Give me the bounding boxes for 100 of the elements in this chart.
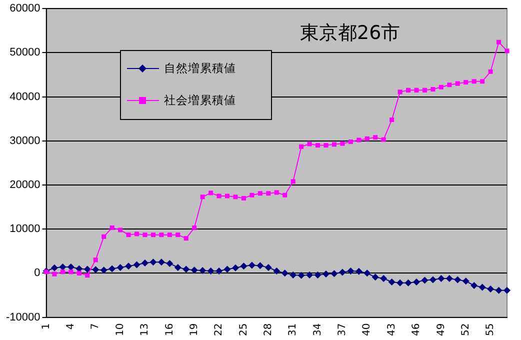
x-tick-label: 55: [485, 323, 496, 336]
point: [174, 264, 182, 271]
point: [421, 276, 428, 284]
point: [256, 262, 264, 270]
point: [488, 69, 493, 74]
x-tick-label: 43: [386, 323, 398, 336]
point: [159, 232, 164, 238]
point: [93, 258, 98, 262]
point: [224, 194, 230, 198]
point: [446, 274, 453, 282]
point: [330, 270, 338, 278]
point: [240, 262, 248, 270]
point: [504, 48, 510, 54]
point: [454, 276, 462, 284]
point: [314, 271, 322, 278]
point: [380, 274, 388, 282]
point: [150, 232, 156, 238]
point: [199, 267, 206, 274]
y-tick-label: 30000: [10, 134, 40, 147]
point: [390, 117, 394, 122]
x-tick-label: 19: [188, 323, 200, 336]
legend-label: 社会増累積値: [164, 93, 236, 108]
point: [50, 264, 58, 272]
x-tick-label: 52: [460, 323, 472, 336]
x-tick-label: 49: [436, 323, 447, 336]
point: [282, 192, 288, 198]
y-tick-label: 50000: [10, 46, 40, 59]
y-tick-label: 10000: [10, 223, 40, 236]
point: [404, 279, 412, 286]
point: [133, 261, 140, 268]
x-tick-label: 22: [214, 323, 225, 336]
y-tick-label: 40000: [10, 90, 40, 103]
point: [190, 266, 198, 274]
point: [184, 236, 188, 241]
point: [470, 282, 478, 290]
point: [233, 194, 238, 200]
point: [166, 260, 174, 267]
point: [356, 138, 362, 142]
point: [472, 79, 476, 84]
y-tick-label: 60000: [10, 2, 40, 15]
point: [92, 266, 100, 274]
point: [60, 270, 65, 274]
point: [207, 267, 214, 274]
x-tick-label: 10: [114, 323, 126, 336]
point: [290, 271, 297, 278]
point: [241, 196, 246, 200]
point: [258, 191, 262, 196]
point: [364, 136, 370, 141]
point: [200, 194, 205, 200]
point: [338, 268, 346, 276]
point: [102, 234, 106, 239]
point: [364, 270, 371, 277]
point: [306, 271, 314, 278]
point: [462, 278, 470, 285]
y-tick-label: -10000: [6, 311, 40, 324]
point: [52, 272, 57, 276]
point: [504, 286, 510, 294]
point: [208, 190, 214, 196]
x-tick-label: 1: [40, 323, 52, 330]
point: [224, 266, 231, 273]
x-tick-label: 34: [312, 323, 324, 336]
point: [110, 225, 114, 230]
point: [487, 286, 494, 293]
point: [167, 232, 172, 238]
point: [273, 267, 280, 274]
point: [406, 88, 411, 92]
point: [478, 284, 486, 291]
point: [150, 258, 157, 266]
point: [84, 266, 91, 273]
point: [274, 190, 279, 195]
point: [347, 267, 354, 274]
point: [355, 268, 362, 275]
y-tick-label: 20000: [10, 179, 40, 192]
point: [298, 272, 305, 279]
x-tick-label: 40: [362, 323, 373, 336]
point: [495, 286, 502, 294]
point: [412, 278, 420, 286]
point: [447, 82, 452, 88]
point: [116, 264, 124, 271]
point: [232, 264, 239, 272]
point: [281, 270, 288, 277]
point: [216, 194, 222, 198]
point: [422, 88, 427, 92]
point: [76, 270, 82, 276]
x-tick-label: 13: [140, 323, 151, 336]
point: [316, 143, 320, 148]
x-tick-label: 37: [337, 323, 348, 336]
x-tick-label: 31: [288, 323, 299, 336]
x-tick-label: 28: [262, 323, 274, 336]
point: [182, 266, 190, 273]
point: [396, 279, 404, 286]
text: 東京都26市: [300, 21, 400, 46]
point: [373, 135, 378, 140]
point: [430, 87, 436, 92]
point: [455, 81, 460, 86]
point: [307, 142, 312, 146]
point: [398, 90, 402, 94]
point: [266, 191, 271, 196]
point: [125, 262, 132, 270]
point: [372, 274, 379, 281]
